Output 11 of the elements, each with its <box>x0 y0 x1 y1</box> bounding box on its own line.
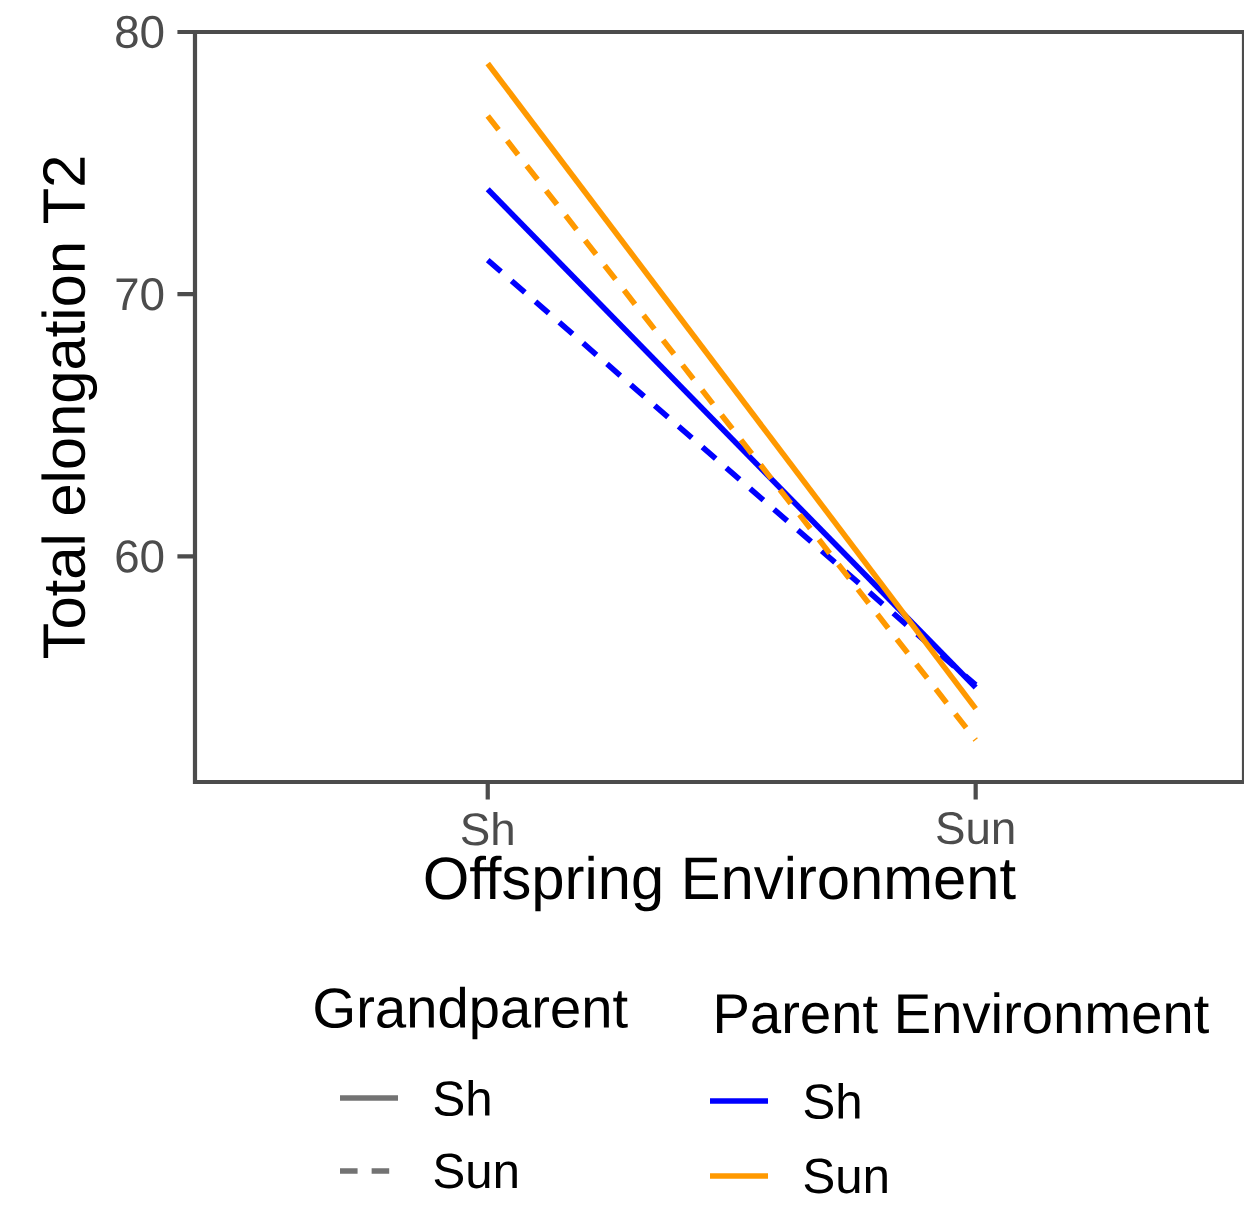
y-tick-label: 80 <box>116 15 164 49</box>
y-axis-title: Total elongation T2 <box>41 157 98 659</box>
legend-label: Sun <box>804 1158 887 1194</box>
text: Grandparent <box>315 986 628 1040</box>
y-tick-label: 70 <box>116 278 164 311</box>
y-tick-label: 60 <box>116 540 164 573</box>
legend-label: Sh <box>804 1082 860 1120</box>
text: Sun <box>434 1153 517 1189</box>
legend-title: Parent Environment <box>717 992 1209 1034</box>
text: Sh <box>434 1079 490 1117</box>
x-axis-title: Offspring Environment <box>425 855 1016 912</box>
